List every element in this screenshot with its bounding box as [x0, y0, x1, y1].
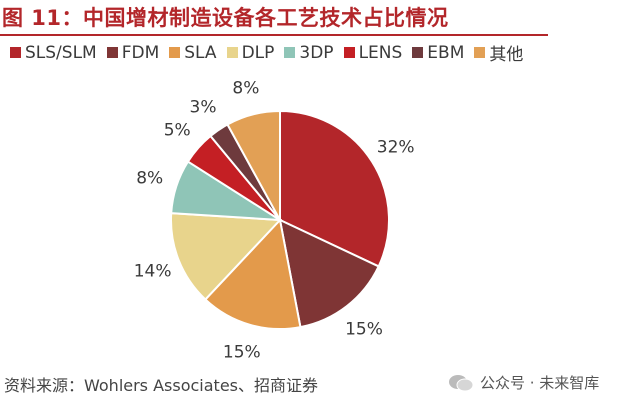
slice-label: 15%: [223, 343, 261, 363]
legend-label: LENS: [358, 42, 403, 63]
watermark-text: 公众号 · 未来智库: [480, 374, 600, 392]
slice-label: 8%: [136, 169, 163, 189]
slice-label: 5%: [164, 120, 191, 140]
slice-label: 32%: [377, 138, 415, 158]
legend-item: SLS/SLM: [10, 43, 97, 63]
pie-slice: [170, 212, 283, 301]
legend-item: LENS: [343, 42, 403, 63]
legend-label: EBM: [427, 42, 465, 63]
legend-label: SLA: [184, 42, 217, 63]
legend-swatch: [284, 47, 296, 58]
legend-swatch: [343, 47, 355, 58]
chart-title: 图 11：中国增材制造设备各工艺技术占比情况: [2, 6, 449, 30]
legend-item: SLA: [169, 42, 217, 63]
slice-label: 3%: [190, 98, 217, 118]
legend-label: DLP: [241, 42, 275, 63]
pie-slice: [279, 109, 390, 268]
legend-swatch: [474, 47, 486, 58]
legend-swatch: [10, 47, 21, 58]
title-divider: [0, 34, 548, 36]
legend-item: 其他: [474, 40, 523, 65]
legend-label: FDM: [121, 42, 160, 63]
legend-item: 3DP: [284, 42, 334, 63]
legend-swatch: [412, 47, 424, 58]
legend-label: 3DP: [299, 42, 334, 63]
legend-item: FDM: [106, 42, 160, 63]
legend-label: SLS/SLM: [25, 42, 97, 63]
wechat-icon: [449, 374, 474, 391]
slice-label: 15%: [345, 319, 383, 339]
legend-item: DLP: [226, 42, 275, 63]
legend-item: EBM: [412, 43, 464, 63]
pie-slice: [278, 218, 380, 329]
pie-slice: [226, 109, 281, 221]
legend-label: 其他: [489, 45, 524, 65]
watermark: 公众号 · 未来智库: [448, 372, 599, 393]
legend-swatch: [169, 47, 181, 58]
legend-swatch: [106, 47, 118, 58]
legend-swatch: [226, 47, 238, 58]
slice-label: 8%: [232, 78, 259, 98]
source-note: 资料来源：Wohlers Associates、招商证券: [4, 376, 319, 395]
slice-label: 14%: [134, 261, 172, 281]
chart-legend: SLS/SLM FDM SLA DLP 3DP LENS EBM 其他: [10, 40, 533, 65]
pie-slice: [203, 217, 302, 330]
